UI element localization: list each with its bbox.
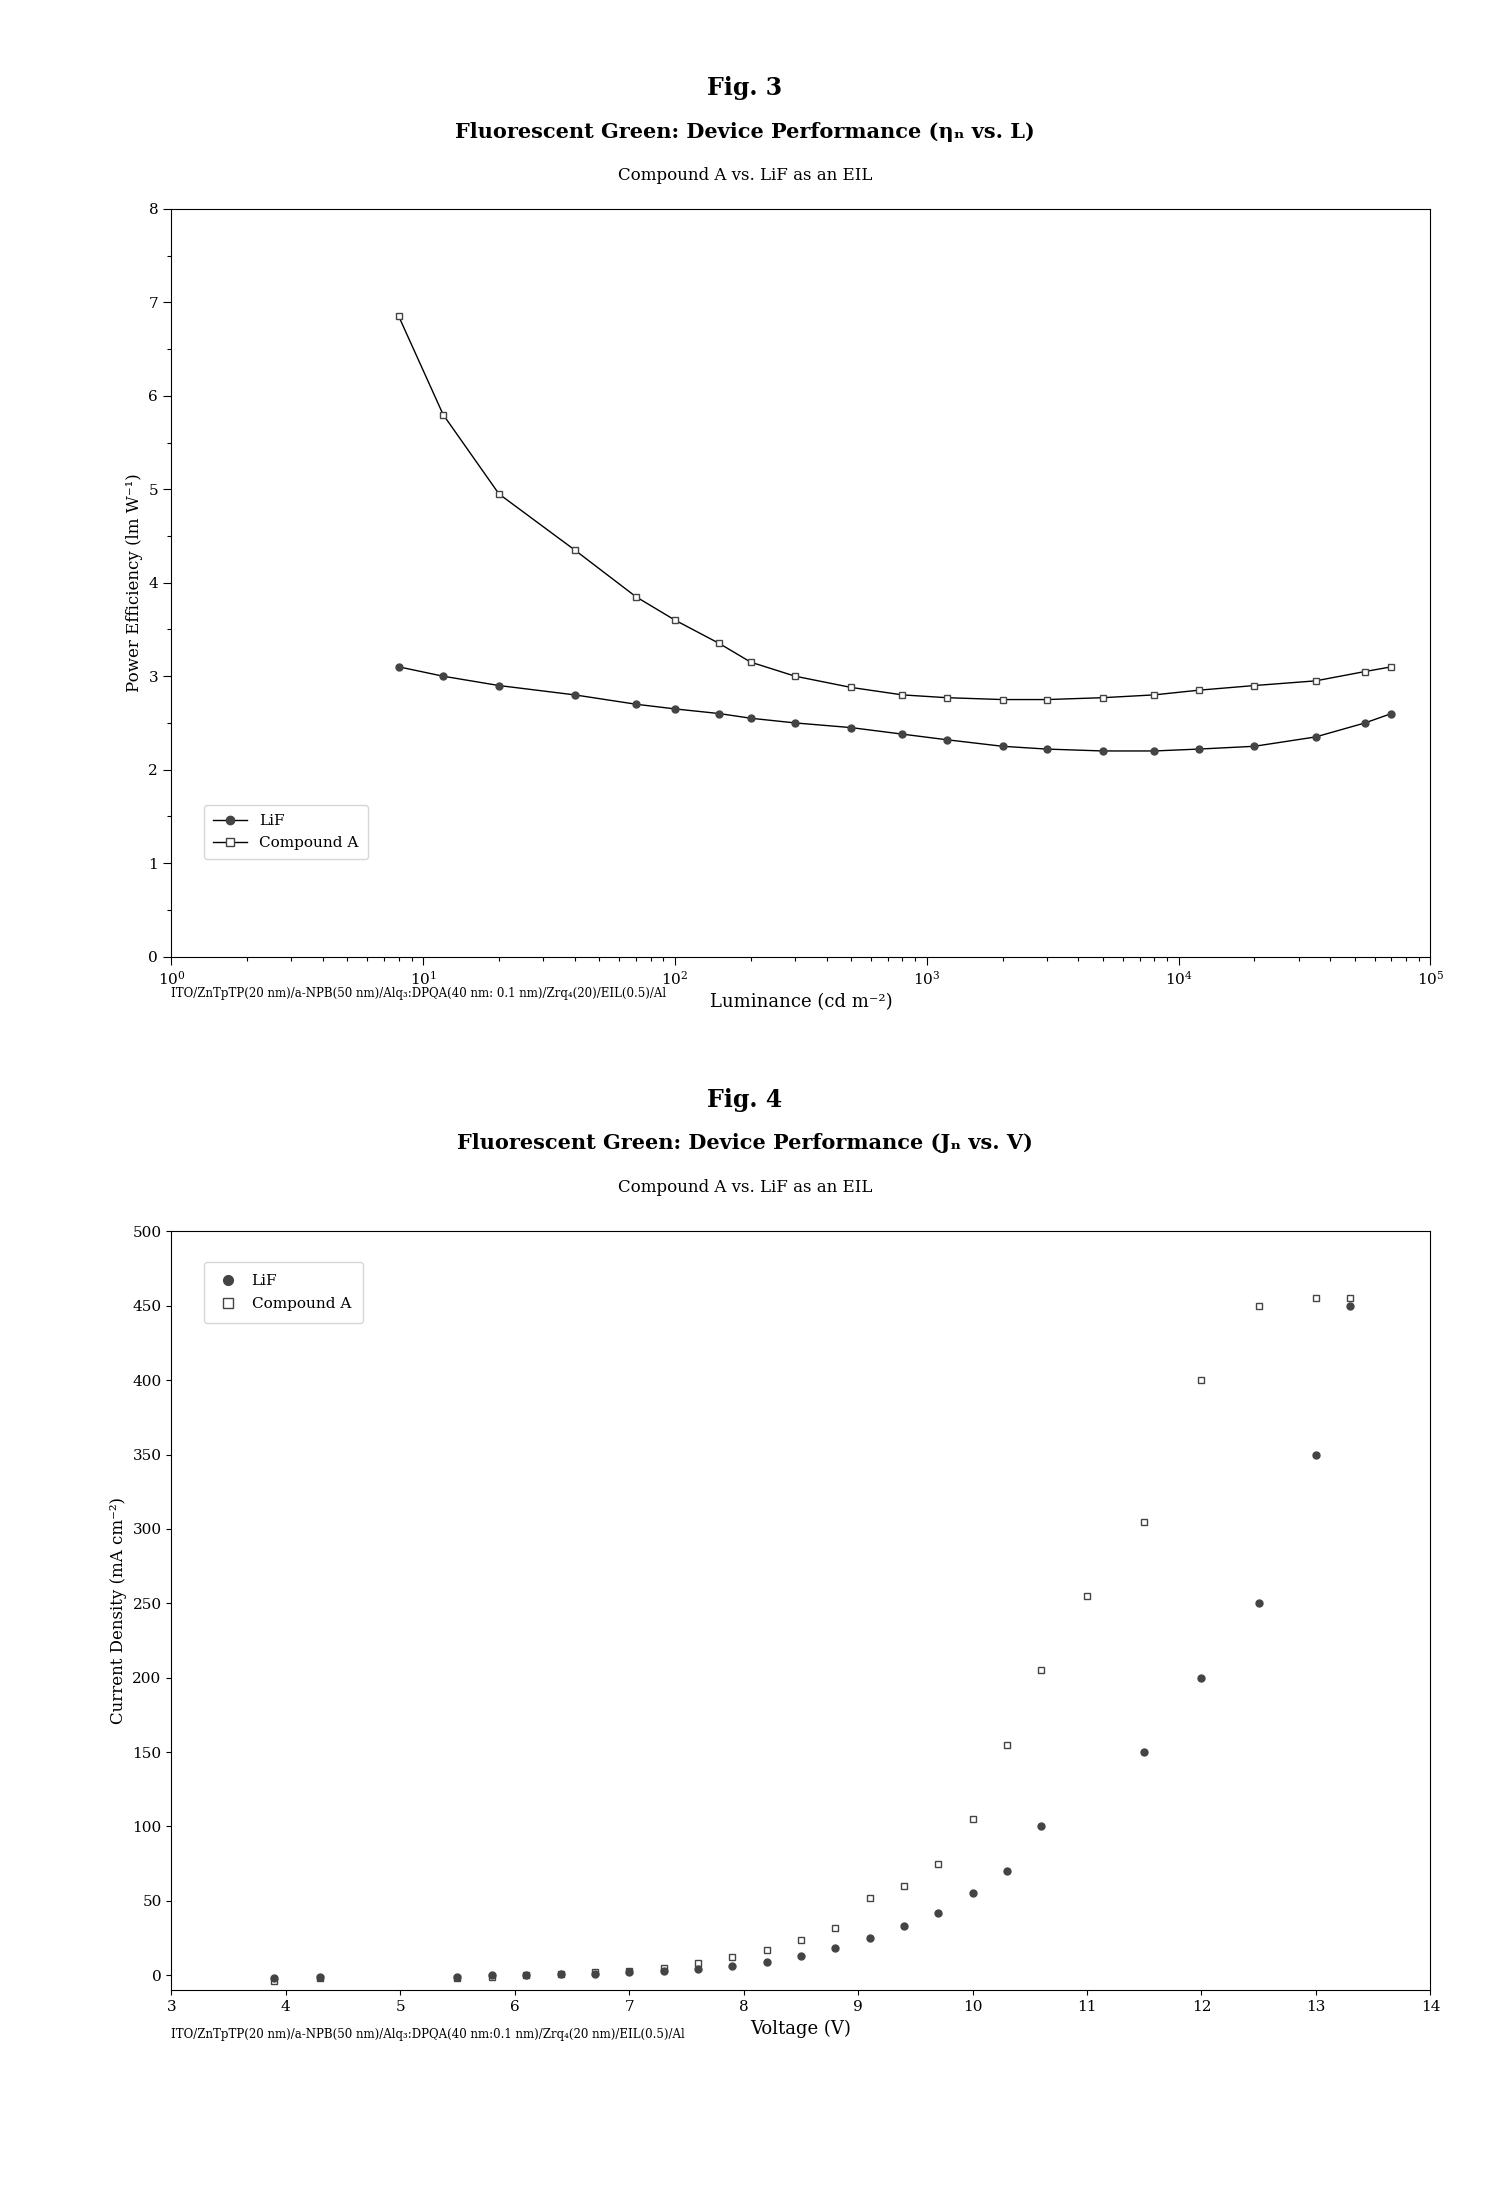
Legend: LiF, Compound A: LiF, Compound A: [204, 805, 368, 860]
Text: Fluorescent Green: Device Performance (Jₙ vs. V): Fluorescent Green: Device Performance (J…: [457, 1132, 1033, 1154]
Text: Fig. 3: Fig. 3: [708, 77, 782, 99]
Text: Fluorescent Green: Device Performance (ηₙ vs. L): Fluorescent Green: Device Performance (η…: [454, 121, 1036, 143]
X-axis label: Voltage (V): Voltage (V): [751, 2019, 851, 2038]
Text: ITO/ZnTpTP(20 nm)/a-NPB(50 nm)/Alq₃:DPQA(40 nm: 0.1 nm)/Zrq₄(20)/EIL(0.5)/Al: ITO/ZnTpTP(20 nm)/a-NPB(50 nm)/Alq₃:DPQA…: [171, 987, 666, 1001]
Text: Compound A vs. LiF as an EIL: Compound A vs. LiF as an EIL: [618, 1179, 872, 1196]
Text: Compound A vs. LiF as an EIL: Compound A vs. LiF as an EIL: [618, 167, 872, 185]
Text: ITO/ZnTpTP(20 nm)/a-NPB(50 nm)/Alq₃:DPQA(40 nm:0.1 nm)/Zrq₄(20 nm)/EIL(0.5)/Al: ITO/ZnTpTP(20 nm)/a-NPB(50 nm)/Alq₃:DPQA…: [171, 2027, 685, 2041]
Legend: LiF, Compound A: LiF, Compound A: [204, 1262, 364, 1324]
Y-axis label: Current Density (mA cm⁻²): Current Density (mA cm⁻²): [110, 1498, 127, 1724]
Y-axis label: Power Efficiency (lm W⁻¹): Power Efficiency (lm W⁻¹): [125, 473, 143, 693]
X-axis label: Luminance (cd m⁻²): Luminance (cd m⁻²): [709, 994, 893, 1012]
Text: Fig. 4: Fig. 4: [708, 1089, 782, 1110]
